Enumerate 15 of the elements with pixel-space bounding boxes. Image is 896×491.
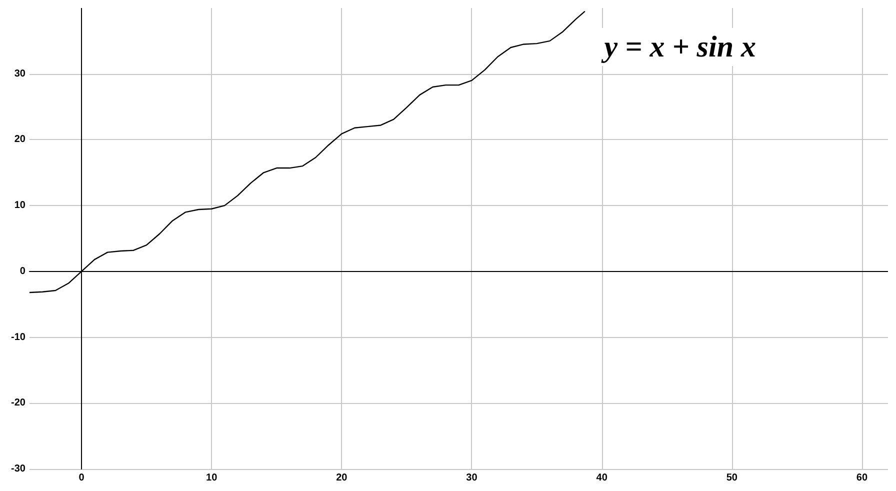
x-tick-label: 40 bbox=[596, 472, 608, 484]
annotation: y = x + sin x bbox=[601, 30, 756, 64]
y-tick-label: 20 bbox=[14, 134, 26, 146]
x-tick-label: 60 bbox=[856, 472, 868, 484]
x-tick-label: 30 bbox=[466, 472, 478, 484]
x-tick-label: 20 bbox=[336, 472, 348, 484]
x-tick-label: 10 bbox=[206, 472, 218, 484]
y-tick-label: -10 bbox=[11, 332, 26, 343]
y-tick-label: 30 bbox=[14, 68, 26, 80]
x-tick-label: 0 bbox=[78, 472, 85, 484]
y-tick-label: -30 bbox=[11, 464, 26, 474]
y-tick-label: -20 bbox=[11, 398, 26, 409]
y-tick-label: 0 bbox=[20, 266, 26, 277]
x-tick-label: 50 bbox=[726, 472, 738, 484]
y-tick-label: 10 bbox=[14, 200, 26, 212]
